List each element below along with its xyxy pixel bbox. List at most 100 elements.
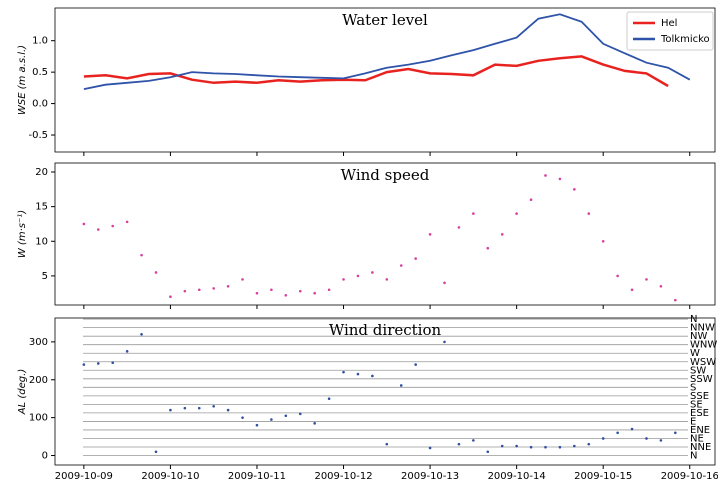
panel-frame [54, 162, 716, 306]
panel-frame [54, 317, 716, 466]
point [313, 422, 316, 425]
point [457, 226, 461, 229]
y-tick-label: 10 [35, 236, 48, 247]
point [630, 427, 634, 431]
point [284, 294, 288, 297]
y-tick-label: 300 [29, 337, 48, 348]
point [183, 406, 187, 410]
point [659, 284, 663, 288]
point [241, 278, 244, 281]
point [659, 439, 663, 442]
y-tick-label: 5 [42, 271, 48, 282]
point [630, 288, 634, 292]
legend: Hel Tolkmicko [626, 11, 714, 51]
point [154, 450, 158, 454]
point [428, 446, 432, 450]
point [414, 363, 417, 366]
point [371, 374, 374, 378]
y-tick-label: 0 [42, 451, 48, 462]
point [270, 288, 273, 292]
point [270, 418, 273, 421]
point [486, 246, 490, 250]
point [486, 450, 490, 454]
x-tick-label: 2009-10-10 [141, 471, 199, 481]
line-series [83, 13, 691, 90]
point [529, 445, 533, 449]
point [443, 281, 446, 285]
line-series [83, 55, 669, 88]
point [111, 224, 115, 228]
point [616, 431, 619, 435]
chart-title: Wind direction [329, 321, 442, 339]
point [515, 444, 518, 448]
point [544, 174, 547, 177]
point [342, 370, 345, 374]
point [327, 288, 331, 292]
point [500, 233, 504, 236]
legend-label: Tolkmicko [660, 34, 710, 45]
point [197, 288, 201, 292]
y-tick-label: 20 [35, 167, 48, 178]
point [96, 362, 100, 365]
y-tick-label: 200 [29, 375, 48, 386]
point [414, 257, 417, 260]
point [212, 404, 215, 408]
point [327, 397, 331, 400]
point [169, 408, 172, 412]
x-tick-label: 2009-10-12 [314, 471, 372, 481]
point [385, 278, 389, 281]
y2-tick-label: SW [690, 365, 706, 376]
y2-tick-label: SSW [690, 374, 713, 385]
point [371, 271, 374, 274]
x-tick-label: 2009-10-16 [661, 471, 718, 481]
x-tick-label: 2009-10-14 [488, 471, 546, 481]
point [342, 278, 345, 281]
point [558, 177, 562, 181]
point [529, 198, 533, 202]
x-tick-label: 2009-10-11 [228, 471, 286, 481]
y-axis-label: WSE (m a.s.l.) [17, 45, 28, 115]
y-tick-label: 0.0 [32, 99, 48, 110]
y2-tick-label: NNE [690, 442, 711, 453]
point [356, 372, 360, 376]
x-tick-label: 2009-10-13 [401, 471, 459, 481]
point [82, 222, 86, 226]
point [140, 253, 143, 257]
point [457, 442, 461, 446]
point [356, 274, 360, 278]
y2-tick-label: SE [690, 399, 703, 410]
point [125, 220, 129, 224]
point [255, 291, 259, 295]
point [645, 278, 648, 281]
point [313, 291, 316, 295]
legend-label: Hel [661, 18, 677, 29]
point [284, 414, 288, 418]
point [616, 274, 619, 278]
point [674, 431, 677, 435]
point [573, 444, 576, 448]
y-axis-label: AL (deg.) [17, 369, 28, 415]
point [674, 298, 677, 302]
y2-tick-label: S [690, 382, 696, 393]
y2-tick-label: NW [690, 331, 707, 342]
y2-tick-label: N [690, 314, 697, 325]
point [399, 384, 403, 387]
y-tick-label: -0.5 [28, 130, 48, 141]
point [197, 406, 201, 410]
point [399, 264, 403, 267]
y2-tick-label: ENE [690, 425, 710, 436]
point [96, 228, 100, 231]
point [428, 233, 432, 236]
point [212, 287, 215, 290]
point [111, 361, 115, 365]
legend-box [626, 11, 714, 51]
y2-tick-label: ESE [690, 408, 709, 419]
point [298, 412, 302, 416]
point [140, 332, 143, 336]
point [558, 445, 562, 449]
point [255, 423, 259, 427]
y2-tick-label: WSW [690, 357, 716, 368]
point [601, 437, 605, 440]
point [169, 295, 172, 298]
